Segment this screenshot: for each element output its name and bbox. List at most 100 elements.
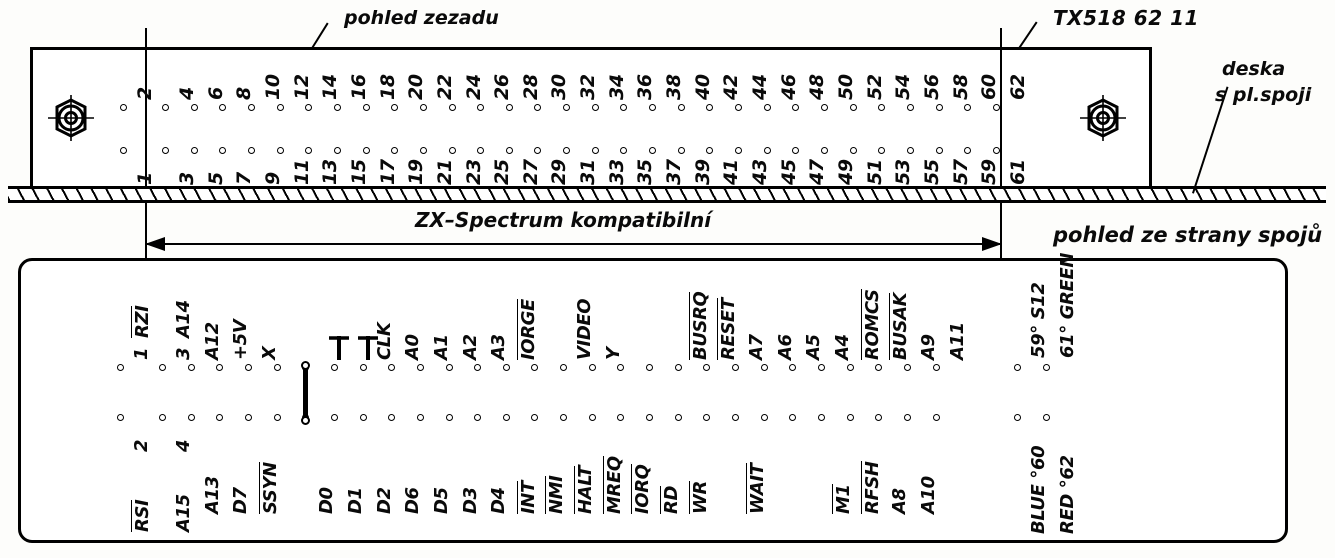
pin-hole-40 bbox=[677, 104, 685, 111]
pin-number-56: 56 bbox=[920, 74, 943, 100]
pin-hole-46 bbox=[763, 104, 771, 111]
pin-hole-35 bbox=[620, 147, 628, 154]
signal-label-pin-49: A4 bbox=[831, 334, 853, 360]
pin-hole-19 bbox=[391, 147, 399, 154]
pin-number-17: 17 bbox=[376, 159, 399, 185]
pinout-hole-52 bbox=[846, 414, 854, 421]
pin-hole-30 bbox=[534, 104, 542, 111]
pinout-hole-39 bbox=[674, 364, 682, 371]
pin-hole-13 bbox=[305, 147, 313, 154]
pin-number-23: 23 bbox=[462, 159, 485, 185]
pin-number-38: 38 bbox=[663, 74, 686, 100]
signal-label-pin-57: A11 bbox=[946, 322, 968, 360]
pin-hole-53 bbox=[878, 147, 886, 154]
pinout-hole-53 bbox=[875, 364, 883, 371]
pinout-hole-43 bbox=[732, 364, 739, 371]
signal-label-pin-60: BLUE °60 bbox=[1028, 445, 1049, 534]
signal-label-pin-50: M1 bbox=[831, 484, 854, 514]
pinout-hole-62 bbox=[1043, 414, 1050, 421]
pinout-hole-30 bbox=[531, 414, 539, 421]
pinout-hole-4 bbox=[159, 414, 166, 421]
ground-symbol-icon bbox=[357, 334, 379, 364]
pinout-hole-51 bbox=[846, 364, 854, 371]
pinout-hole-1 bbox=[117, 364, 124, 371]
pinout-hole-57 bbox=[932, 364, 940, 371]
signal-label-pin-53: BUSAK bbox=[889, 292, 912, 360]
pin-hole-26 bbox=[477, 104, 485, 111]
pin-number-26: 26 bbox=[491, 74, 514, 100]
pinout-hole-5 bbox=[187, 364, 195, 371]
signal-label-pin-30: NMI bbox=[545, 475, 568, 514]
pin-number-51: 51 bbox=[863, 159, 886, 185]
signal-label-pin-55: A9 bbox=[917, 334, 939, 360]
pin-number-5: 5 bbox=[204, 172, 227, 185]
signal-label-pin-26: D4 bbox=[488, 487, 510, 514]
pin-hole-55 bbox=[906, 147, 914, 154]
pinout-hole-54 bbox=[875, 414, 883, 421]
pinout-hole-49 bbox=[817, 364, 825, 371]
label-connector-type: TX518 62 11 bbox=[1053, 6, 1199, 30]
pin-number-9: 9 bbox=[261, 172, 284, 185]
label-pohled-ze-strany-spoju: pohled ze strany spojů bbox=[1053, 223, 1323, 247]
signal-label-pin-8: D7 bbox=[230, 487, 252, 514]
signal-label-pin-4: A15 bbox=[173, 494, 194, 532]
pinout-hole-19 bbox=[388, 364, 396, 371]
pinout-hole-18 bbox=[359, 414, 367, 421]
pinout-hole-55 bbox=[903, 364, 911, 371]
pin-number-62: 62 bbox=[1006, 74, 1029, 100]
pinout-hole-61 bbox=[1043, 364, 1050, 371]
pin-number-28: 28 bbox=[519, 74, 542, 100]
signal-label-pin-43: A7 bbox=[746, 334, 767, 360]
pinout-hole-23 bbox=[445, 364, 453, 371]
dimension-arrow-left-icon bbox=[145, 237, 165, 251]
pinout-hole-40 bbox=[674, 414, 682, 421]
pin-number-46: 46 bbox=[777, 74, 800, 100]
pin-hole-25 bbox=[477, 147, 485, 154]
pinout-hole-16 bbox=[330, 414, 338, 421]
pin-number-47: 47 bbox=[806, 159, 829, 185]
pin-number-57: 57 bbox=[949, 159, 972, 185]
pin-number-2: 2 bbox=[134, 87, 156, 100]
pin-hole-58 bbox=[935, 104, 943, 111]
pin-number-44: 44 bbox=[749, 74, 771, 100]
pin-hole-39 bbox=[677, 147, 685, 154]
signal-label-pin-7: +5V bbox=[230, 319, 252, 360]
pin-number-48: 48 bbox=[806, 74, 829, 100]
pin-hole-47 bbox=[792, 147, 800, 154]
signal-label-pin-45: A6 bbox=[774, 334, 796, 360]
pin-number-39: 39 bbox=[691, 159, 714, 185]
pin-number-43: 43 bbox=[749, 159, 771, 185]
pin-hole-33 bbox=[591, 147, 599, 154]
pinout-box bbox=[18, 258, 1288, 543]
connector-body-outline bbox=[30, 47, 1152, 190]
pinout-number-1: 1 bbox=[131, 347, 152, 360]
pin-number-52: 52 bbox=[863, 74, 886, 100]
signal-label-pin-54: A8 bbox=[889, 488, 911, 514]
pinout-hole-26 bbox=[474, 414, 482, 421]
signal-label-pin-52: RFSH bbox=[860, 461, 883, 514]
pin-number-4: 4 bbox=[176, 87, 198, 100]
signal-label-pin-41: RESET bbox=[717, 298, 740, 360]
mounting-screw-left-icon bbox=[48, 95, 94, 141]
pcb-edge-hatched-strip bbox=[8, 186, 1326, 203]
dimension-line bbox=[147, 243, 1002, 245]
signal-label-pin-59: 59° S12 bbox=[1028, 282, 1049, 358]
pinout-hole-41 bbox=[703, 364, 711, 371]
pinout-hole-36 bbox=[617, 414, 625, 421]
pin-number-33: 33 bbox=[605, 159, 628, 185]
signal-label-pin-34: MREQ bbox=[602, 456, 625, 514]
signal-label-pin-20: D6 bbox=[402, 487, 424, 514]
signal-label-pin-44: WAIT bbox=[746, 463, 768, 514]
pin-hole-50 bbox=[820, 104, 828, 111]
pinout-hole-21 bbox=[416, 364, 424, 371]
pinout-hole-7 bbox=[216, 364, 224, 371]
pinout-hole-3 bbox=[159, 364, 166, 371]
pin-hole-11 bbox=[276, 147, 284, 154]
pinout-hole-48 bbox=[789, 414, 797, 421]
pin-number-11: 11 bbox=[290, 159, 313, 185]
pin-number-58: 58 bbox=[949, 74, 972, 100]
pin-hole-28 bbox=[505, 104, 513, 111]
pinout-hole-8 bbox=[216, 414, 224, 421]
pin-number-53: 53 bbox=[892, 159, 915, 185]
pin-number-6: 6 bbox=[204, 87, 227, 100]
